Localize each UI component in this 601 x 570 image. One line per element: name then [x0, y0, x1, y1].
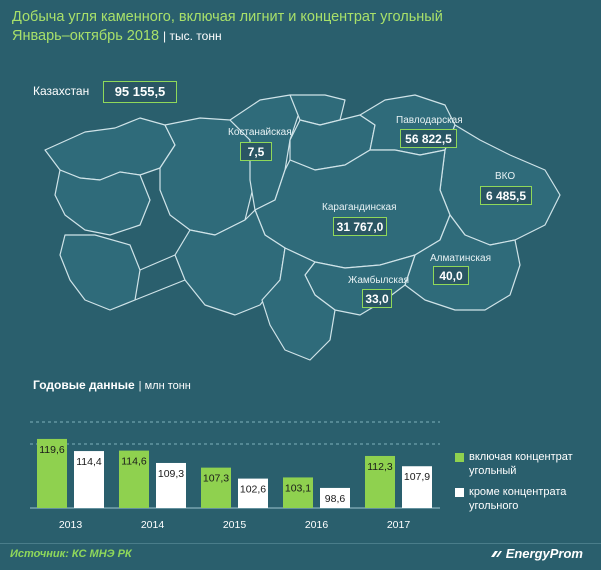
bar-without-concentrate-2014: [156, 462, 186, 508]
bar-with-concentrate-2017: [365, 455, 395, 508]
region-value-pavlodar: 56 822,5: [400, 129, 457, 148]
data-label-2015-1: 102,6: [240, 484, 266, 496]
region-mangystau: [59, 234, 141, 311]
region-value-almaty: 40,0: [433, 266, 469, 285]
legend-item-with-concentrate: включая концентрат угольный: [455, 450, 599, 478]
brand-logo: EnergyProm: [489, 546, 583, 561]
data-label-2013-0: 119,6: [39, 444, 65, 456]
region-name-pavlodar: Павлодарская: [396, 115, 463, 126]
region-value-karaganda: 31 767,0: [333, 217, 387, 236]
region-name-almaty: Алматинская: [430, 253, 491, 264]
annual-title-text: Годовые данные: [33, 378, 135, 392]
annual-bar-chart: 119,6 114,4 2013 114,6 109,3 2014 107,3 102,6 20…: [30, 421, 440, 531]
chart-title: Добыча угля каменного, включая лигнит и …: [12, 9, 443, 25]
x-tick-label-2016: 2016: [305, 519, 329, 531]
data-label-2016-0: 103,1: [285, 482, 311, 494]
chart-subtitle: Январь–октябрь 2018 | тыс. тонн: [12, 27, 443, 46]
bar-with-concentrate-2016: [283, 477, 313, 508]
chart-header: Добыча угля каменного, включая лигнит и …: [12, 8, 443, 46]
region-name-zhambyl: Жамбылская: [348, 275, 409, 286]
annual-data-title: Годовые данные | млн тонн: [33, 378, 191, 392]
region-west-kazakhstan: [44, 117, 176, 181]
legend-swatch-green: [455, 453, 464, 462]
energyprom-logo-icon: [490, 551, 502, 557]
bar-without-concentrate-2013: [74, 451, 104, 508]
region-name-kostanay: Костанайская: [228, 127, 292, 138]
unit-label: | тыс. тонн: [163, 29, 222, 43]
x-tick-label-2013: 2013: [59, 519, 83, 531]
region-atyrau: [54, 169, 151, 236]
data-label-2015-0: 107,3: [203, 473, 229, 485]
x-tick-label-2017: 2017: [387, 519, 411, 531]
data-label-2013-1: 114,4: [76, 456, 102, 468]
country-label: Казахстан: [33, 84, 90, 98]
x-tick-label-2015: 2015: [223, 519, 247, 531]
region-name-karaganda: Карагандинская: [322, 202, 397, 213]
bar-without-concentrate-2015: [238, 478, 268, 508]
data-label-2014-0: 114,6: [121, 456, 147, 468]
region-almaty: [404, 214, 521, 311]
region-border-south-west: [134, 254, 186, 301]
x-tick-label-2014: 2014: [141, 519, 165, 531]
region-name-vko: ВКО: [495, 171, 516, 182]
region-south-kazakhstan: [261, 247, 336, 361]
region-value-kostanay: 7,5: [240, 142, 272, 161]
country-total-value: 95 155,5: [103, 81, 177, 103]
legend-label-without-concentrate: кроме концентрата угольного: [469, 486, 567, 512]
brand-name: EnergyProm: [505, 546, 583, 561]
footer-divider: [0, 543, 601, 544]
data-label-2017-1: 107,9: [404, 471, 430, 483]
period-label: Январь–октябрь 2018: [12, 28, 160, 44]
source-label: Источник: КС МНЭ РК: [10, 548, 132, 560]
data-label-2016-1: 98,6: [325, 493, 346, 505]
data-label-2014-1: 109,3: [158, 468, 184, 480]
legend-label-with-concentrate: включая концентрат угольный: [469, 451, 573, 477]
bar-with-concentrate-2014: [119, 450, 149, 508]
region-value-vko: 6 485,5: [480, 186, 532, 205]
bar-with-concentrate-2013: [37, 438, 67, 508]
legend-item-without-concentrate: кроме концентрата угольного: [455, 485, 599, 513]
data-label-2017-0: 112,3: [367, 461, 393, 473]
annual-unit: | млн тонн: [138, 380, 191, 392]
bar-without-concentrate-2016: [320, 487, 350, 508]
kazakhstan-map: [44, 94, 561, 361]
bar-with-concentrate-2015: [201, 467, 231, 508]
region-value-zhambyl: 33,0: [362, 289, 392, 308]
bar-without-concentrate-2017: [402, 466, 432, 508]
legend-swatch-white: [455, 488, 464, 497]
